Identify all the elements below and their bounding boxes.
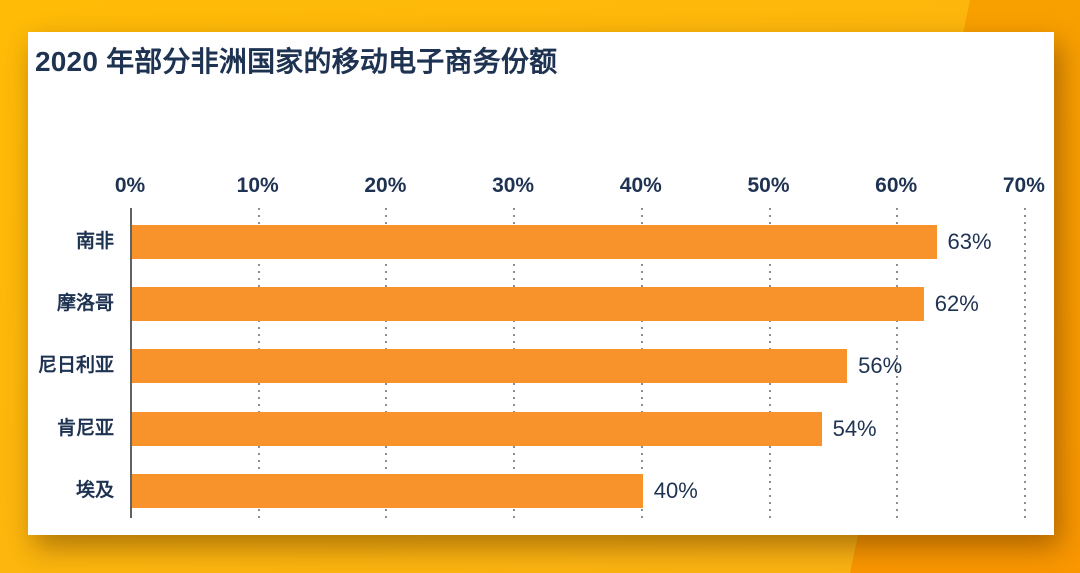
x-axis-tick-label: 40% — [619, 174, 662, 197]
category-label: 埃及 — [75, 479, 114, 501]
category-label: 肯尼亚 — [56, 417, 114, 439]
bar-1 — [132, 225, 937, 259]
plot-area: 63% 62% 56% 54% 40% — [130, 208, 1045, 518]
x-axis-tick-label: 10% — [236, 174, 279, 197]
bar-2 — [132, 287, 924, 322]
y-axis-category-labels: 南非摩洛哥尼日利亚肯尼亚埃及 — [28, 208, 122, 518]
value-label: 62% — [934, 291, 979, 317]
bar-3 — [132, 349, 848, 384]
x-axis-tick-label: 70% — [1002, 174, 1045, 197]
bar-4 — [132, 411, 822, 446]
x-axis-tick-label: 60% — [875, 174, 918, 197]
gridline — [1023, 208, 1026, 518]
category-label: 摩洛哥 — [56, 293, 114, 315]
chart-card: 2020 年部分非洲国家的移动电子商务份额 0% 10% 20% 30% 40% 50% 6… — [28, 32, 1054, 535]
x-axis-tick-label: 30% — [492, 174, 535, 197]
bar-5 — [132, 473, 643, 508]
value-label: 56% — [858, 353, 903, 379]
x-axis-tick-label: 50% — [747, 174, 790, 197]
x-axis-tick-label: 20% — [364, 174, 407, 197]
x-axis-tick-labels: 0% 10% 20% 30% 40% 50% 60% 70% — [115, 172, 1045, 200]
value-label: 40% — [653, 477, 698, 503]
value-label: 63% — [947, 229, 992, 254]
category-label: 尼日利亚 — [37, 355, 114, 377]
value-label: 54% — [832, 415, 877, 441]
category-label: 南非 — [75, 231, 114, 252]
gridline — [896, 208, 899, 518]
chart-title: 2020 年部分非洲国家的移动电子商务份额 — [35, 46, 558, 77]
y-axis-line — [130, 208, 132, 518]
x-axis-tick-label: 0% — [114, 174, 146, 197]
